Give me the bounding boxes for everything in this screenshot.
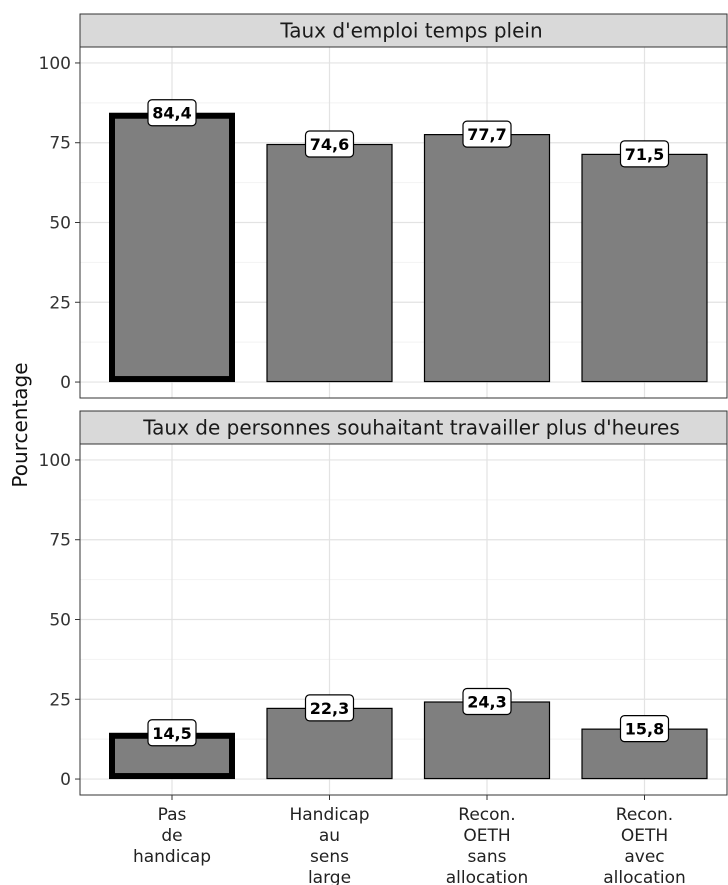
panel-title: Taux de personnes souhaitant travailler … <box>142 416 680 440</box>
y-tick-label: 75 <box>49 134 71 154</box>
y-tick-label: 0 <box>60 373 71 393</box>
data-label: 77,7 <box>467 125 506 144</box>
y-tick-label: 100 <box>39 54 71 74</box>
data-label-box <box>304 130 355 158</box>
y-tick-label: 0 <box>60 770 71 790</box>
data-label: 24,3 <box>467 693 506 712</box>
panel-title: Taux d'emploi temps plein <box>279 19 542 43</box>
data-label: 14,5 <box>152 724 191 743</box>
data-label-box <box>619 140 670 168</box>
data-label: 15,8 <box>625 720 664 739</box>
y-tick-label: 100 <box>39 451 71 471</box>
x-tick-label: Handicap au sens large <box>289 805 369 885</box>
data-label: 74,6 <box>310 135 349 154</box>
data-label-box <box>619 715 670 743</box>
y-tick-label: 50 <box>49 214 71 234</box>
data-label: 71,5 <box>625 145 664 164</box>
data-label-box <box>147 99 197 127</box>
panel-border <box>79 46 728 399</box>
panel-1: Taux d'emploi temps plein 0 25 50 75 100 84,4 7… <box>39 13 728 399</box>
y-tick-label: 25 <box>49 293 71 313</box>
chart-panels: Taux d'emploi temps plein 0 25 50 75 100 84,4 7… <box>39 13 728 800</box>
bar-highlighted <box>109 112 235 383</box>
panel-2: Taux de personnes souhaitant travailler … <box>39 410 728 800</box>
bar <box>581 153 708 383</box>
panel-border <box>79 443 728 796</box>
data-label-box <box>462 687 512 716</box>
y-tick-label: 75 <box>49 531 71 551</box>
bar <box>266 143 393 383</box>
data-label: 22,3 <box>310 699 349 718</box>
x-tick-label: Recon. OETH sans allocation <box>446 805 529 885</box>
bar <box>423 134 551 383</box>
panel-strip <box>79 13 728 48</box>
panel-strip <box>79 410 728 445</box>
y-axis-label: Pourcentage <box>8 362 32 487</box>
x-axis-categories: Pas de handicap Handicap au sens large Recon. OE… <box>133 805 686 885</box>
data-label: 84,4 <box>152 104 191 123</box>
data-label-box <box>304 694 355 722</box>
data-label-box <box>147 719 197 747</box>
y-tick-label: 25 <box>49 690 71 710</box>
x-tick-label: Pas de handicap <box>133 805 211 867</box>
data-label-box <box>462 120 512 148</box>
y-tick-label: 50 <box>49 611 71 631</box>
x-tick-label: Recon. OETH avec allocation <box>603 805 686 885</box>
